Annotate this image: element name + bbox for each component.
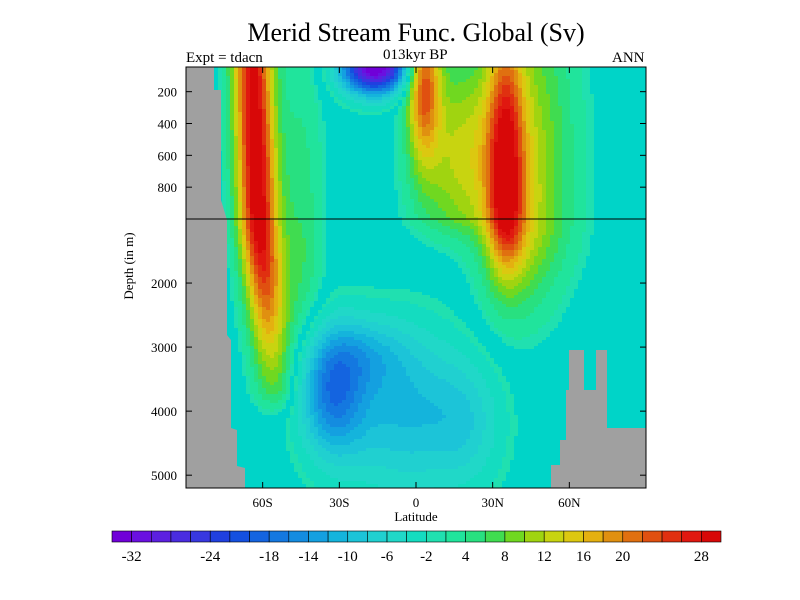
- colorbar-swatch: [406, 530, 427, 543]
- y-tick-label: 200: [158, 85, 178, 100]
- x-tick-label: 60N: [558, 495, 581, 510]
- colorbar-tick-label: -6: [381, 549, 394, 565]
- chart-title: Merid Stream Func. Global (Sv): [247, 18, 585, 47]
- colorbar-swatch: [229, 530, 250, 543]
- colorbar-tick-label: -32: [122, 549, 142, 565]
- colorbar-tick-label: 12: [537, 549, 552, 565]
- y-tick-label: 800: [158, 180, 178, 195]
- colorbar-swatch: [681, 530, 702, 543]
- x-tick-label: 30N: [481, 495, 504, 510]
- colorbar-swatch: [661, 530, 683, 543]
- experiment-label: Expt = tdacn: [186, 50, 263, 66]
- x-axis-label: Latitude: [394, 509, 438, 524]
- colorbar-swatch: [642, 530, 663, 543]
- colorbar-swatch: [327, 530, 349, 543]
- colorbar-swatch: [131, 530, 152, 543]
- colorbar-tick-label: 16: [576, 549, 592, 565]
- colorbar-swatch: [209, 530, 231, 543]
- colorbar-swatch: [563, 530, 584, 543]
- season-label: ANN: [612, 50, 645, 66]
- y-axis-label: Depth (in m): [121, 232, 136, 299]
- x-tick-label: 60S: [253, 495, 273, 510]
- colorbar-swatch: [426, 530, 447, 543]
- colorbar-tick-label: 4: [462, 549, 470, 565]
- y-tick-label: 2000: [151, 276, 177, 291]
- colorbar-swatch: [543, 530, 565, 543]
- colorbar-swatch: [170, 530, 191, 543]
- colorbar-swatch: [484, 530, 506, 543]
- colorbar-swatch: [504, 530, 525, 543]
- colorbar-swatch: [190, 530, 211, 543]
- colorbar-tick-label: 8: [501, 549, 509, 565]
- colorbar-swatch: [524, 530, 545, 543]
- colorbar-swatch: [701, 530, 722, 543]
- colorbar-swatch: [288, 530, 309, 543]
- colorbar-swatch: [445, 530, 466, 543]
- y-tick-label: 3000: [151, 340, 177, 355]
- colorbar-swatch: [583, 530, 604, 543]
- land-mask-1: [551, 350, 646, 488]
- y-tick-label: 5000: [151, 468, 177, 483]
- colorbar-tick-label: -2: [420, 549, 433, 565]
- colorbar-swatch: [308, 530, 329, 543]
- colorbar-swatch: [268, 530, 290, 543]
- y-tick-label: 4000: [151, 404, 177, 419]
- y-tick-label: 600: [158, 148, 178, 163]
- colorbar-swatch: [386, 530, 407, 543]
- colorbar-tick-label: -14: [298, 549, 318, 565]
- colorbar-swatch: [249, 530, 270, 543]
- colorbar-swatch: [150, 530, 172, 543]
- colorbar-swatch: [111, 530, 132, 543]
- land-mask-0: [186, 67, 245, 488]
- x-tick-label: 0: [413, 495, 420, 510]
- colorbar-tick-label: -18: [259, 549, 279, 565]
- period-label: 013kyr BP: [383, 47, 448, 63]
- colorbar-swatch: [367, 530, 388, 543]
- colorbar-tick-label: -10: [338, 549, 358, 565]
- y-tick-label: 400: [158, 117, 178, 132]
- colorbar-tick-label: -24: [200, 549, 220, 565]
- x-tick-label: 30S: [329, 495, 349, 510]
- colorbar-tick-label: 28: [694, 549, 709, 565]
- colorbar-swatch: [622, 530, 643, 543]
- colorbar-swatch: [602, 530, 624, 543]
- colorbar-tick-label: 20: [615, 549, 630, 565]
- colorbar-swatch: [347, 530, 368, 543]
- colorbar-swatch: [465, 530, 486, 543]
